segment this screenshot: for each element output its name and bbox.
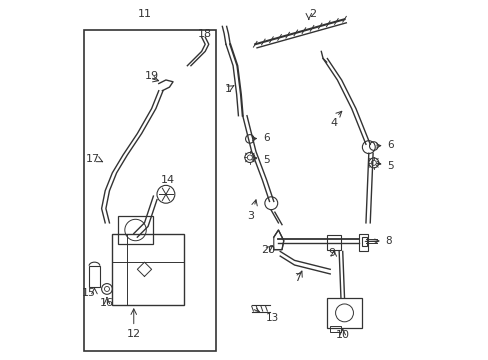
Text: 5: 5 [376,161,393,171]
Bar [89,266,100,287]
Bar [326,235,340,249]
Text: 11: 11 [137,9,151,19]
Text: 16: 16 [100,298,114,308]
Text: 1: 1 [224,84,231,94]
Text: 14: 14 [160,175,174,185]
Bar [118,216,153,244]
Bar [362,237,366,246]
Text: 5: 5 [251,156,269,165]
Text: 20: 20 [260,245,274,255]
Text: 6: 6 [376,140,393,150]
Text: 18: 18 [198,28,212,39]
Text: 8: 8 [365,236,391,246]
Bar [329,327,340,332]
Bar [326,298,362,328]
Text: 9: 9 [328,248,335,258]
Text: 6: 6 [252,133,269,143]
Bar [83,30,216,351]
Text: 7: 7 [293,273,300,283]
Text: 10: 10 [335,330,349,341]
Bar [358,234,367,251]
Text: 15: 15 [82,288,96,297]
Bar [112,234,183,305]
Text: 12: 12 [126,329,141,339]
Text: 3: 3 [247,211,254,221]
Text: 2: 2 [308,9,315,19]
Text: 17: 17 [85,154,100,163]
Text: 4: 4 [329,118,337,128]
Text: 13: 13 [254,309,279,323]
Text: 19: 19 [144,71,159,81]
